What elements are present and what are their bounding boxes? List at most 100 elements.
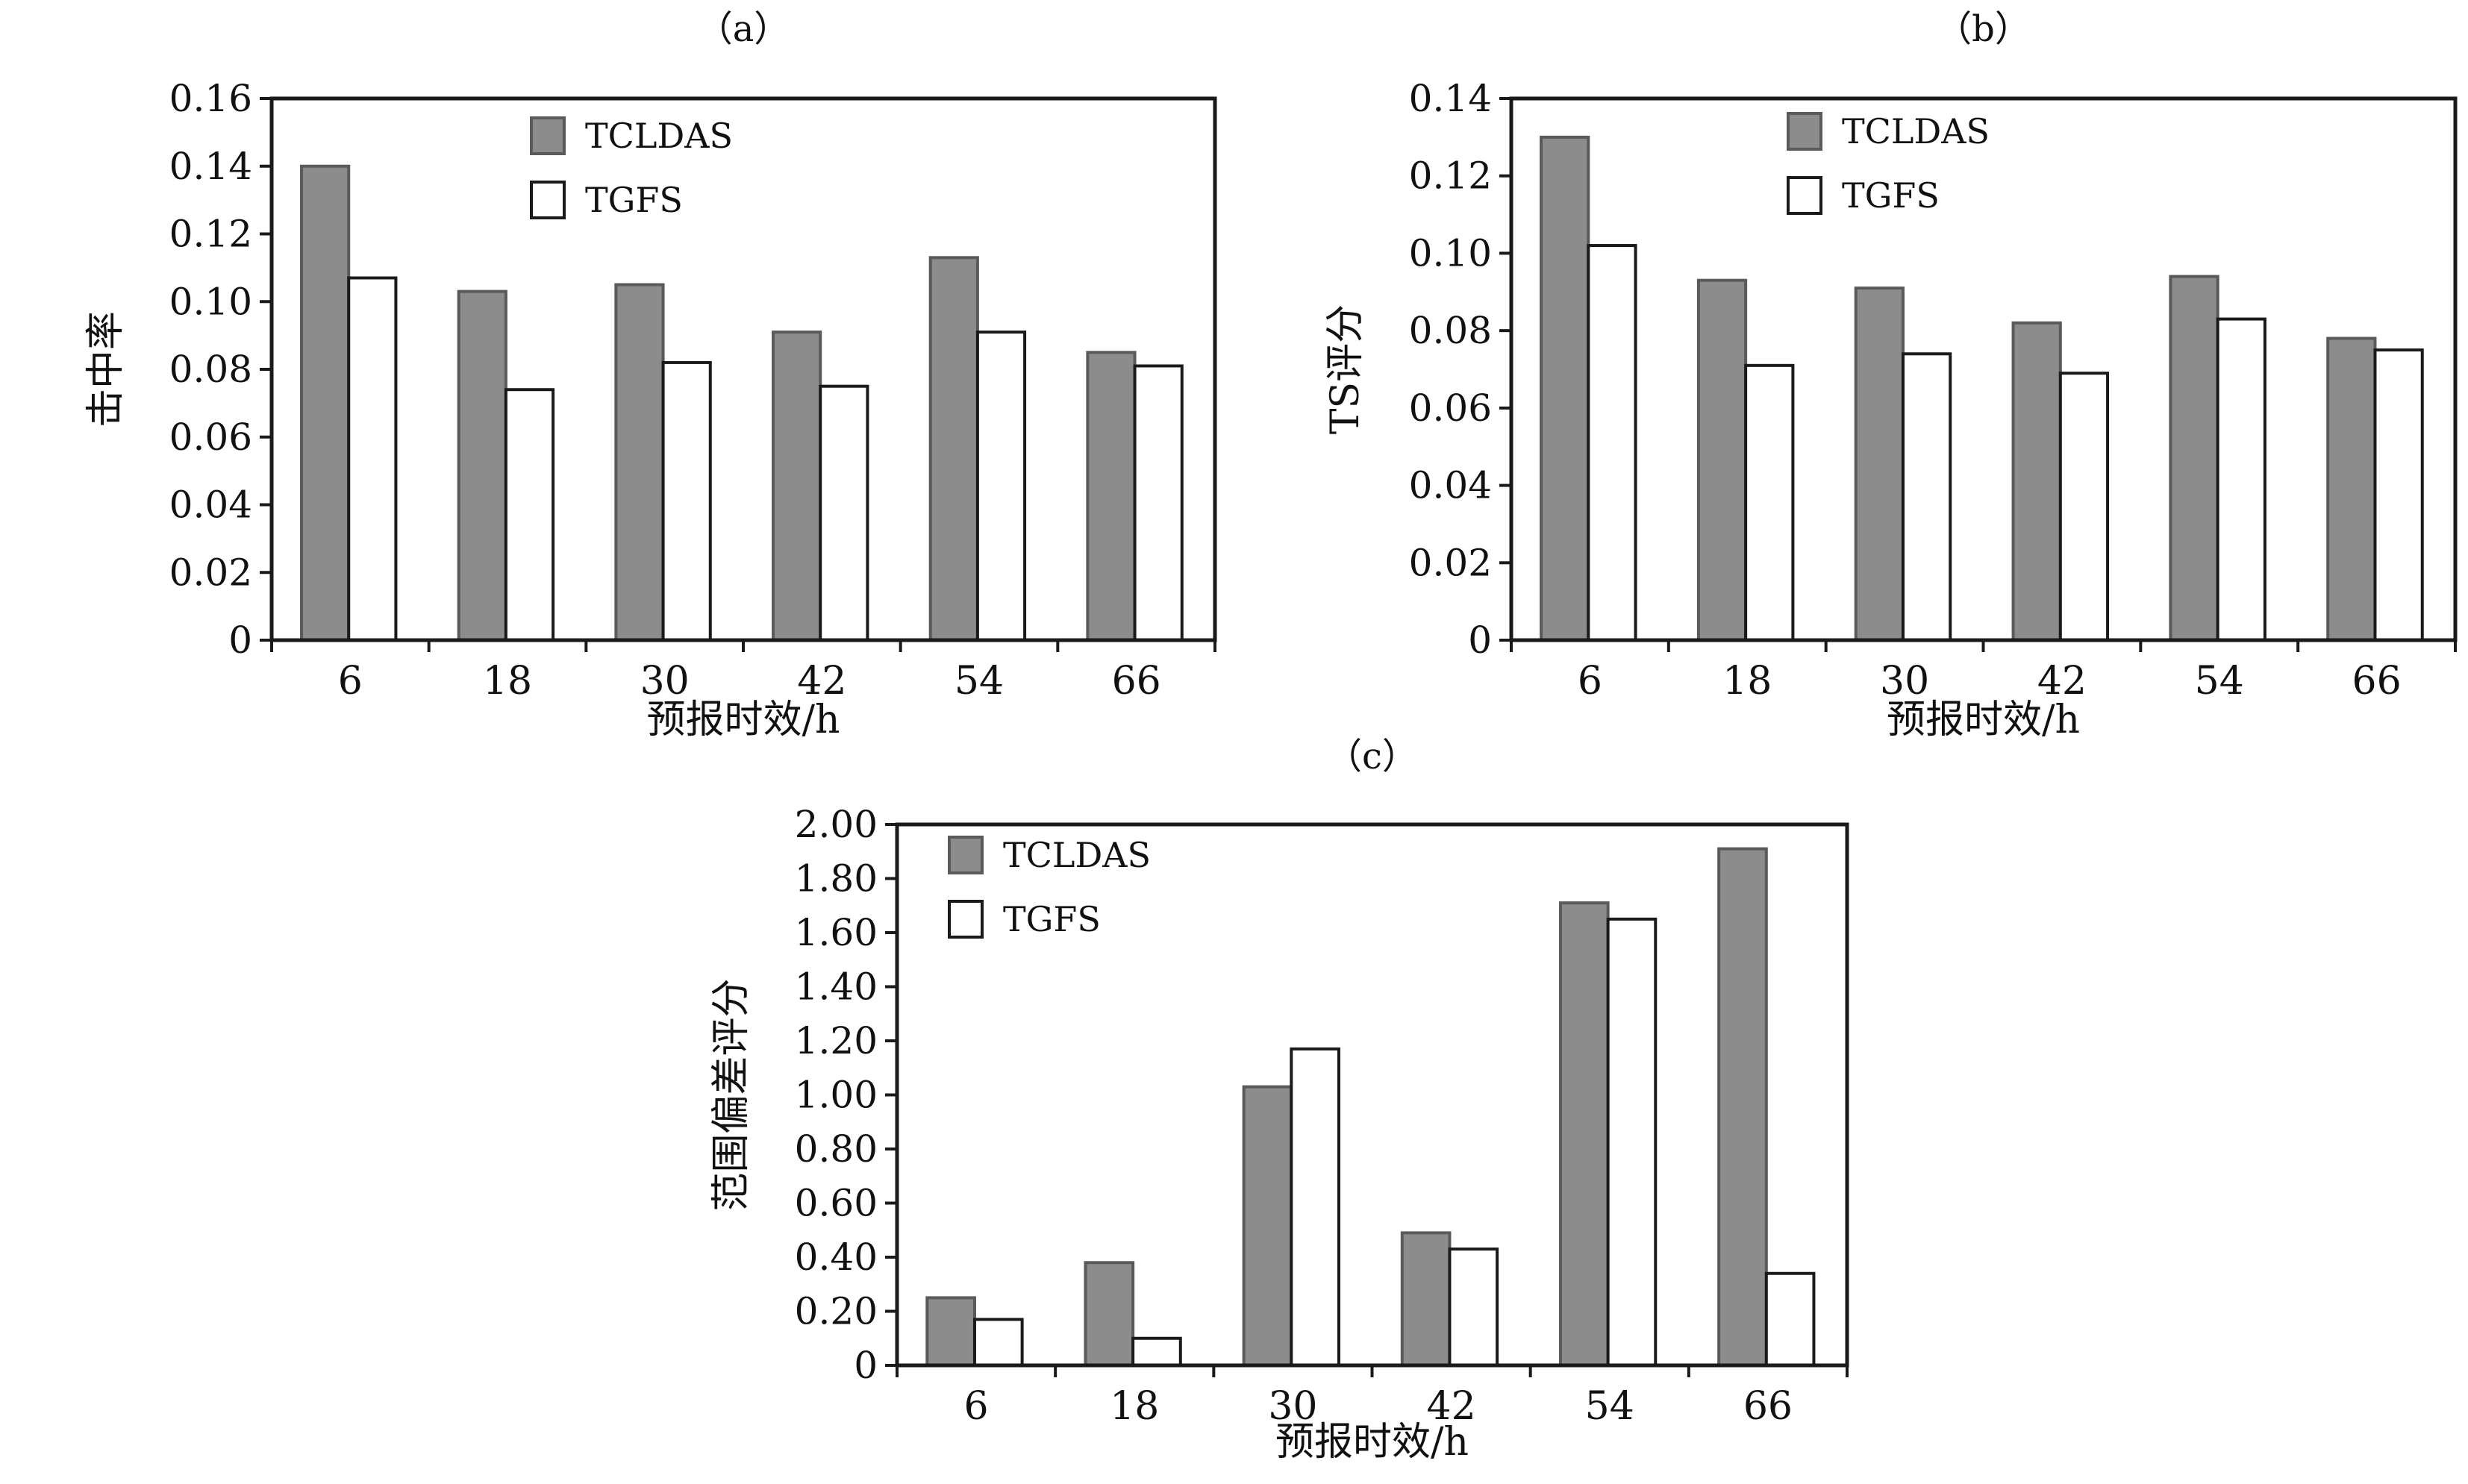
bar-tgfs: [1606, 917, 1658, 1367]
y-tick-label: 0.16: [169, 77, 252, 120]
x-tick-label: 6: [964, 1384, 989, 1429]
y-tick-label: 0.14: [1409, 77, 1492, 120]
y-tick-label: 0.06: [1409, 386, 1492, 430]
bar-tgfs: [1448, 1247, 1499, 1367]
x-tick-label: 66: [1743, 1384, 1793, 1429]
y-tick-label: 0.06: [169, 416, 252, 459]
legend-swatch-tcldas: [1787, 112, 1822, 151]
y-tick-label: 2.00: [795, 803, 878, 846]
bar-tgfs: [1764, 1271, 1816, 1367]
x-tick-label: 42: [1426, 1384, 1475, 1429]
y-tick-label: 0.10: [169, 280, 252, 323]
x-axis-label: 预报时效/h: [1887, 698, 2080, 742]
bar-tgfs: [2058, 372, 2110, 642]
bar-tgfs: [1744, 363, 1795, 642]
y-tick-label: 1.00: [795, 1074, 878, 1117]
bar-tcldas: [1242, 1085, 1293, 1367]
bar-tcldas: [1540, 135, 1590, 642]
bar-tcldas: [2169, 275, 2219, 642]
bar-tgfs: [1587, 244, 1637, 642]
legend-label-tgfs: TGFS: [585, 180, 683, 220]
bar-tgfs: [819, 384, 869, 642]
x-tick-label: 54: [1585, 1384, 1634, 1429]
bar-tcldas: [1717, 847, 1768, 1367]
x-tick-label: 18: [1722, 659, 1772, 704]
y-tick-label: 0: [228, 619, 252, 662]
panel-label: （a）: [697, 8, 790, 50]
y-tick-label: 0.08: [169, 348, 252, 391]
y-tick-label: 1.20: [795, 1019, 878, 1062]
y-tick-label: 0.60: [795, 1182, 878, 1225]
bar-tcldas: [772, 331, 822, 642]
legend-label-tgfs: TGFS: [1003, 899, 1101, 939]
plot-frame: [1509, 96, 2458, 642]
x-axis-label: 预报时效/h: [1275, 1420, 1469, 1465]
y-tick-label: 0.02: [169, 551, 252, 594]
x-tick-label: 18: [483, 659, 532, 704]
bar-tgfs: [975, 331, 1027, 642]
chart-panel-c: （c） 0 0.20 0.40 0.60 0.80 1.00 1.20 1.40 1.60 1.80…: [709, 736, 1849, 1465]
bar-tcldas: [2326, 336, 2377, 642]
bar-tcldas: [925, 1296, 976, 1367]
y-tick-label: 0.04: [169, 483, 252, 527]
x-tick-label: 66: [2352, 659, 2401, 704]
legend-swatch-tgfs: [948, 900, 984, 939]
bar-tgfs: [972, 1318, 1024, 1367]
bar-tgfs: [1901, 352, 1952, 642]
bar-tcldas: [1084, 1261, 1135, 1367]
y-tick-label: 0.40: [795, 1236, 878, 1279]
bar-tgfs: [1131, 1336, 1182, 1367]
plot-frame: [269, 96, 1217, 642]
bar-tgfs: [504, 388, 555, 642]
bar-tcldas: [1086, 351, 1137, 642]
bar-tcldas: [457, 289, 507, 642]
bar-tgfs: [661, 360, 712, 642]
bar-tcldas: [1558, 901, 1610, 1367]
y-tick-label: 0.14: [169, 145, 252, 188]
panel-label: （b）: [1936, 8, 2031, 50]
y-tick-label: 0: [1468, 619, 1492, 662]
x-tick-label: 6: [1578, 659, 1602, 704]
x-axis-label: 预报时效/h: [646, 698, 840, 742]
x-tick-label: 6: [338, 659, 363, 704]
y-tick-label: 0: [854, 1344, 878, 1387]
y-tick-label: 0.10: [1409, 231, 1492, 275]
panel-label: （c）: [1326, 736, 1418, 777]
chart-panel-b: （b） 0 0.02 0.04 0.06 0.08 0.10 0.12 0.14 6 18 30 42 5…: [1323, 8, 2458, 742]
y-tick-label: 0.12: [169, 213, 252, 256]
legend-swatch-tcldas: [948, 836, 984, 874]
x-tick-label: 30: [640, 659, 690, 704]
bar-tgfs: [1133, 364, 1184, 642]
legend-label-tgfs: TGFS: [1842, 175, 1940, 216]
y-tick-label: 0.12: [1409, 154, 1492, 198]
legend-label-tcldas: TCLDAS: [1842, 111, 1990, 151]
bar-tcldas: [614, 283, 665, 642]
bar-tgfs: [347, 276, 398, 642]
y-axis-label: TS评分: [1323, 304, 1368, 434]
x-tick-label: 42: [2037, 659, 2087, 704]
legend-label-tcldas: TCLDAS: [585, 116, 733, 156]
bar-tgfs: [1290, 1047, 1340, 1367]
y-tick-label: 1.60: [795, 911, 878, 954]
y-axis-label: 击中率: [84, 311, 128, 428]
y-tick-label: 1.40: [795, 965, 878, 1009]
bar-tgfs: [2216, 317, 2267, 642]
y-axis-label: 范围偏差评分: [709, 978, 754, 1211]
legend-swatch-tcldas: [530, 116, 566, 155]
x-tick-label: 66: [1112, 659, 1161, 704]
legend-label-tcldas: TCLDAS: [1003, 835, 1151, 875]
bar-tcldas: [2011, 321, 2062, 642]
bar-tcldas: [1696, 278, 1748, 642]
y-tick-label: 0.20: [795, 1290, 878, 1333]
chart-panel-a: （a） 0 0.02 0.04 0.06 0.08 0.10 0.12 0.14 0.16 6 18 3…: [84, 8, 1217, 742]
bar-tcldas: [928, 256, 979, 642]
bar-tcldas: [1854, 287, 1905, 642]
bar-tcldas: [300, 164, 351, 642]
x-tick-label: 30: [1880, 659, 1929, 704]
legend-swatch-tgfs: [530, 181, 566, 219]
bar-tgfs: [2373, 348, 2424, 642]
x-tick-label: 18: [1110, 1384, 1159, 1429]
legend-swatch-tgfs: [1787, 176, 1822, 215]
bar-tcldas: [1400, 1231, 1452, 1367]
